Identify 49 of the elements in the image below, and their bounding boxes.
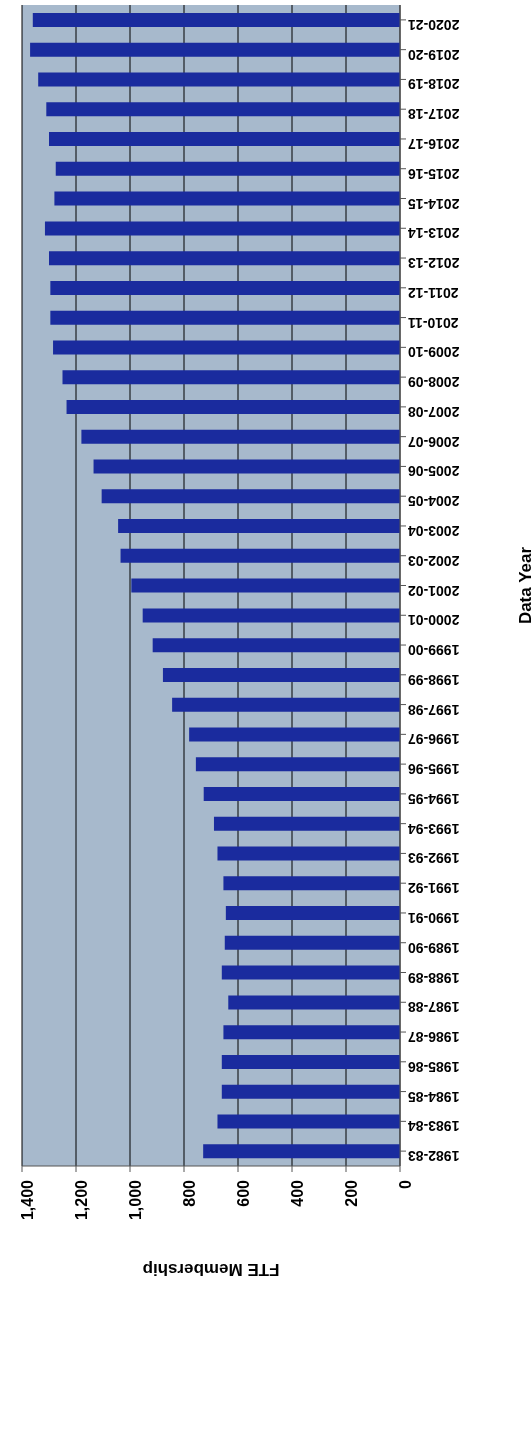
- y-tick-label: 1983-84: [407, 1118, 460, 1135]
- y-tick-label: 1997-98: [407, 701, 460, 718]
- y-tick-label: 2016-17: [407, 135, 460, 152]
- y-tick-label: 1999-00: [407, 642, 460, 659]
- x-tick-label: 1,200: [73, 1179, 91, 1221]
- y-tick-label: 2005-06: [407, 463, 460, 480]
- y-tick-label: 1991-92: [407, 880, 460, 897]
- x-axis-title: FTE Membership: [142, 1259, 280, 1279]
- y-tick-label: 2015-16: [407, 165, 460, 182]
- y-tick-label: 2009-10: [407, 344, 460, 361]
- x-tick-label: 200: [343, 1179, 361, 1207]
- y-tick-label: 2001-02: [407, 582, 460, 599]
- y-tick-label: 2012-13: [407, 255, 460, 272]
- x-tick-label: 0: [397, 1179, 415, 1189]
- y-tick-label: 1994-95: [407, 790, 460, 807]
- y-tick-label: 1995-96: [407, 761, 460, 778]
- y-tick-label: 1989-90: [407, 939, 460, 956]
- y-tick-label: 1984-85: [407, 1088, 460, 1105]
- y-tick-label: 1986-87: [407, 1029, 460, 1046]
- y-tick-label: 2004-05: [407, 493, 460, 510]
- y-tick-label: 1992-93: [407, 850, 460, 867]
- y-tick-label: 2006-07: [407, 433, 460, 450]
- x-tick-label: 1,000: [127, 1179, 145, 1221]
- y-tick-label: 1988-89: [407, 969, 460, 986]
- y-tick-label: 1996-97: [407, 731, 460, 748]
- y-tick-label: 2013-14: [407, 225, 460, 242]
- y-tick-label: 2017-18: [407, 106, 460, 123]
- y-tick-label: 2014-15: [407, 195, 460, 212]
- y-tick-label: 2019-20: [407, 46, 460, 63]
- y-tick-label: 1993-94: [407, 820, 460, 837]
- y-tick-label: 2020-21: [407, 16, 460, 33]
- y-tick-label: 2008-09: [407, 374, 460, 391]
- y-tick-label: 1987-88: [407, 999, 460, 1016]
- y-tick-label: 1982-83: [407, 1148, 460, 1165]
- y-axis-title: Data Year: [516, 546, 532, 625]
- x-tick-label: 400: [289, 1179, 307, 1207]
- y-tick-label: 2000-01: [407, 612, 460, 629]
- y-tick-label: 2010-11: [407, 314, 459, 331]
- y-tick-label: 2007-08: [407, 403, 460, 420]
- x-tick-label: 600: [235, 1179, 253, 1207]
- y-tick-label: 2011-12: [407, 284, 459, 301]
- y-tick-label: 1985-86: [407, 1058, 460, 1075]
- y-tick-label: 2003-04: [407, 522, 460, 539]
- x-tick-label: 1,400: [19, 1179, 37, 1221]
- y-tick-label: 1990-91: [407, 909, 460, 926]
- y-tick-label: 2002-03: [407, 552, 460, 569]
- x-tick-label: 800: [181, 1179, 199, 1207]
- y-tick-label: 2018-19: [407, 76, 460, 93]
- y-tick-label: 1998-99: [407, 671, 460, 688]
